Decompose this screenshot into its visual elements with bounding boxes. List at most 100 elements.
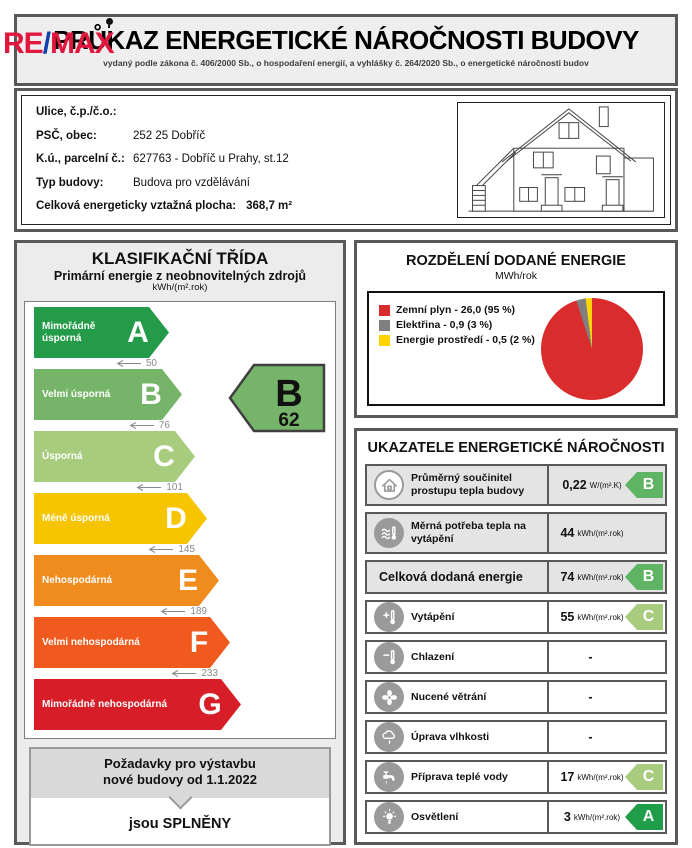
indicator-label: Příprava teplé vody: [411, 770, 508, 783]
info-row-street: Ulice, č.p./č.o.:: [36, 106, 447, 118]
info-row-building-type: Typ budovy: Budova pro vzdělávání: [36, 177, 447, 189]
indicator-value: 74: [560, 570, 575, 584]
info-label: Ulice, č.p./č.o.:: [36, 106, 117, 118]
icon-cell: [367, 602, 411, 632]
threshold-value: 233: [201, 668, 218, 679]
requirements-title-line2: nové budovy od 1.1.2022: [103, 772, 257, 788]
rating-letter: B: [275, 373, 302, 415]
indicator-label: Celková dodaná energie: [379, 569, 523, 584]
indicator-label: Měrná potřeba tepla na vytápění: [411, 520, 526, 545]
class-letter: E: [177, 563, 198, 597]
class-label: Úsporná: [42, 450, 83, 462]
building-rating-marker: B 62: [227, 362, 327, 434]
classification-unit: kWh/(m².rok): [152, 281, 208, 293]
indicator-unit: kWh/(m².rok): [577, 528, 624, 538]
lightbulb-icon: [374, 802, 404, 832]
humidity-icon: [374, 722, 404, 752]
threshold-a-b: 50: [34, 358, 157, 369]
left-arrow-icon: [171, 670, 197, 677]
threshold-value: 101: [166, 482, 183, 493]
remax-logo-re: RE: [3, 27, 44, 60]
indicator-value-cell: 74 kWh/(m².rok): [549, 562, 665, 592]
info-value: 252 25 Dobříč: [133, 129, 206, 142]
fan-icon: [374, 682, 404, 712]
page-title: PRŮKAZ ENERGETICKÉ NÁROČNOSTI BUDOVY: [53, 25, 639, 55]
indicator-value: 55: [560, 610, 575, 624]
indicator-label: Chlazení: [411, 650, 455, 663]
indicator-unit: kWh/(m².rok): [577, 572, 624, 582]
indicator-row-total-delivered: Celková dodaná energie 74 kWh/(m².rok) B: [365, 560, 667, 594]
info-row-floor-area: Celková energeticky vztažná plocha: 368,…: [36, 200, 447, 212]
legend-swatch: [379, 334, 390, 346]
threshold-e-f: 189: [34, 606, 207, 617]
building-info-box: Ulice, č.p./č.o.: PSČ, obec: 252 25 Dobř…: [21, 95, 671, 225]
info-label: Celková energeticky vztažná plocha:: [36, 200, 237, 212]
class-bar-a: Mimořádně úsporná A: [34, 307, 169, 358]
info-value: 627763 - Dobříč u Prahy, st.12: [133, 153, 289, 165]
cooling-icon: [374, 642, 404, 672]
icon-cell: [367, 722, 411, 752]
indicator-value-cell: 44 kWh/(m².rok): [549, 514, 665, 552]
requirements-title-line1: Požadavky pro výstavbu: [104, 756, 256, 771]
left-arrow-icon: [116, 360, 141, 367]
legend-swatch: [379, 304, 390, 316]
info-row-parcel: K.ú., parcelní č.: 627763 - Dobříč u Pra…: [36, 153, 447, 165]
building-info-rows: Ulice, č.p./č.o.: PSČ, obec: 252 25 Dobř…: [36, 102, 447, 218]
energy-distribution-chart-box: Zemní plyn - 26,0 (95 %) Elektřina - 0,9…: [367, 291, 665, 406]
indicator-value: 17: [560, 770, 575, 784]
class-letter: G: [198, 687, 222, 721]
indicator-value: 3: [563, 810, 571, 824]
class-bar-e: Nehospodárná E: [34, 555, 219, 606]
class-bar-c: Úsporná C: [34, 431, 195, 482]
requirements-box: Požadavky pro výstavbu nové budovy od 1.…: [29, 747, 331, 846]
indicator-label: Úprava vlhkosti: [411, 730, 490, 743]
class-label: Nehospodárná: [42, 574, 113, 586]
indicator-value-cell: 17 kWh/(m².rok): [549, 762, 665, 792]
left-arrow-icon: [136, 484, 162, 491]
icon-cell: [367, 470, 411, 500]
legend-item-gas: Zemní plyn - 26,0 (95 %): [379, 304, 541, 316]
energy-distribution-unit: MWh/rok: [495, 270, 537, 282]
house-drawing-image: [468, 106, 654, 212]
certificate-header: PRŮKAZ ENERGETICKÉ NÁROČNOSTI BUDOVY vyd…: [14, 14, 678, 86]
classification-title: KLASIFIKAČNÍ TŘÍDA: [91, 249, 269, 268]
indicator-value: 44: [560, 526, 575, 540]
indicator-row-lighting: Osvětlení 3 kWh/(m².rok) A: [365, 800, 667, 834]
divider: [547, 560, 549, 594]
class-bar-g: Mimořádně nehospodárná G: [34, 679, 241, 730]
threshold-value: 189: [190, 606, 207, 617]
threshold-value: 50: [145, 358, 157, 369]
threshold-b-c: 76: [34, 420, 170, 431]
indicator-unit: kWh/(m².rok): [577, 612, 624, 622]
indicator-unit: kWh/(m².rok): [577, 772, 624, 782]
indicator-label: Vytápění: [411, 610, 455, 623]
remax-logo: RE/MAX: [3, 18, 115, 61]
left-arrow-icon: [160, 608, 186, 615]
pie-chart: [541, 297, 643, 400]
indicator-value: -: [588, 730, 593, 744]
indicator-value-cell: 55 kWh/(m².rok): [549, 602, 665, 632]
faucet-icon: [374, 762, 404, 792]
divider: [547, 600, 549, 634]
class-label: Mimořádně nehospodárná: [42, 698, 168, 710]
icon-cell: [367, 642, 411, 672]
indicator-rows: Průměrný součinitel prostupu tepla budov…: [365, 464, 667, 834]
legend-item-electricity: Elektřina - 0,9 (3 %): [379, 319, 541, 331]
icon-cell: [367, 802, 411, 832]
classification-header: KLASIFIKAČNÍ TŘÍDA Primární energie z ne…: [17, 243, 343, 294]
class-label: Velmi úsporná: [42, 388, 111, 400]
class-letter: C: [153, 439, 175, 473]
threshold-d-e: 145: [34, 544, 195, 555]
left-arrow-icon: [148, 546, 174, 553]
indicator-label: Nucené větrání: [411, 690, 487, 703]
info-value: 368,7 m²: [246, 200, 293, 212]
info-label: Typ budovy:: [36, 176, 104, 189]
building-info-section: Ulice, č.p./č.o.: PSČ, obec: 252 25 Dobř…: [14, 88, 678, 232]
indicator-value: -: [588, 650, 593, 664]
energy-distribution-panel: ROZDĚLENÍ DODANÉ ENERGIE MWh/rok Zemní p…: [354, 240, 678, 418]
indicator-value-cell: 3 kWh/(m².rok): [549, 802, 665, 832]
requirements-result: jsou SPLNĚNY: [128, 815, 232, 832]
icon-cell: [367, 682, 411, 712]
legend-item-environment: Energie prostředí - 0,5 (2 %): [379, 334, 541, 346]
class-label: Méně úsporná: [42, 512, 110, 524]
